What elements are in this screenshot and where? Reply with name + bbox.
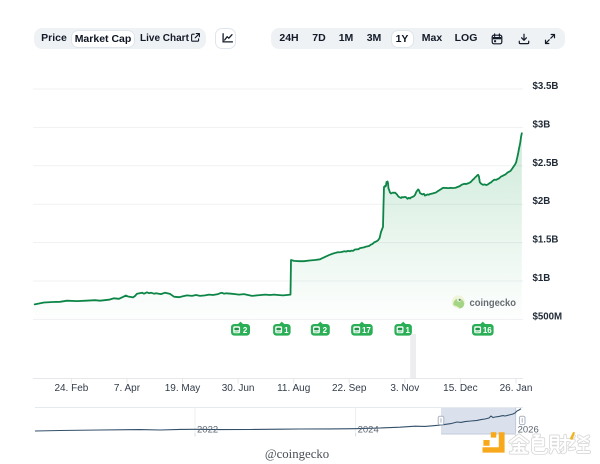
svg-text:$500M: $500M xyxy=(533,311,563,322)
svg-text:3. Nov: 3. Nov xyxy=(390,383,419,394)
svg-text:30. Jun: 30. Jun xyxy=(222,383,255,394)
svg-text:26. Jan: 26. Jan xyxy=(500,383,533,394)
svg-text:11. Aug: 11. Aug xyxy=(277,383,310,394)
svg-text:24. Feb: 24. Feb xyxy=(54,383,88,394)
svg-text:2022: 2022 xyxy=(197,425,218,436)
svg-text:2026: 2026 xyxy=(518,425,539,436)
svg-text:2024: 2024 xyxy=(358,425,379,436)
svg-text:17: 17 xyxy=(362,326,371,335)
svg-text:$3.5B: $3.5B xyxy=(533,81,559,92)
svg-text:22. Sep: 22. Sep xyxy=(332,383,367,394)
svg-text:$2B: $2B xyxy=(533,196,551,207)
svg-text:coingecko: coingecko xyxy=(470,298,517,309)
svg-text:16: 16 xyxy=(483,326,492,335)
svg-text:7. Apr: 7. Apr xyxy=(114,383,141,394)
svg-text:2: 2 xyxy=(323,326,328,335)
svg-text:1: 1 xyxy=(284,326,289,335)
svg-text:1: 1 xyxy=(405,326,410,335)
svg-text:2: 2 xyxy=(243,326,248,335)
svg-text:$3B: $3B xyxy=(533,119,551,130)
svg-text:19. May: 19. May xyxy=(165,383,201,394)
svg-text:15. Dec: 15. Dec xyxy=(443,383,477,394)
svg-text:$1B: $1B xyxy=(533,273,551,284)
svg-text:$2.5B: $2.5B xyxy=(533,158,559,169)
svg-text:@coingecko: @coingecko xyxy=(265,447,329,461)
svg-text:$1.5B: $1.5B xyxy=(533,235,559,246)
